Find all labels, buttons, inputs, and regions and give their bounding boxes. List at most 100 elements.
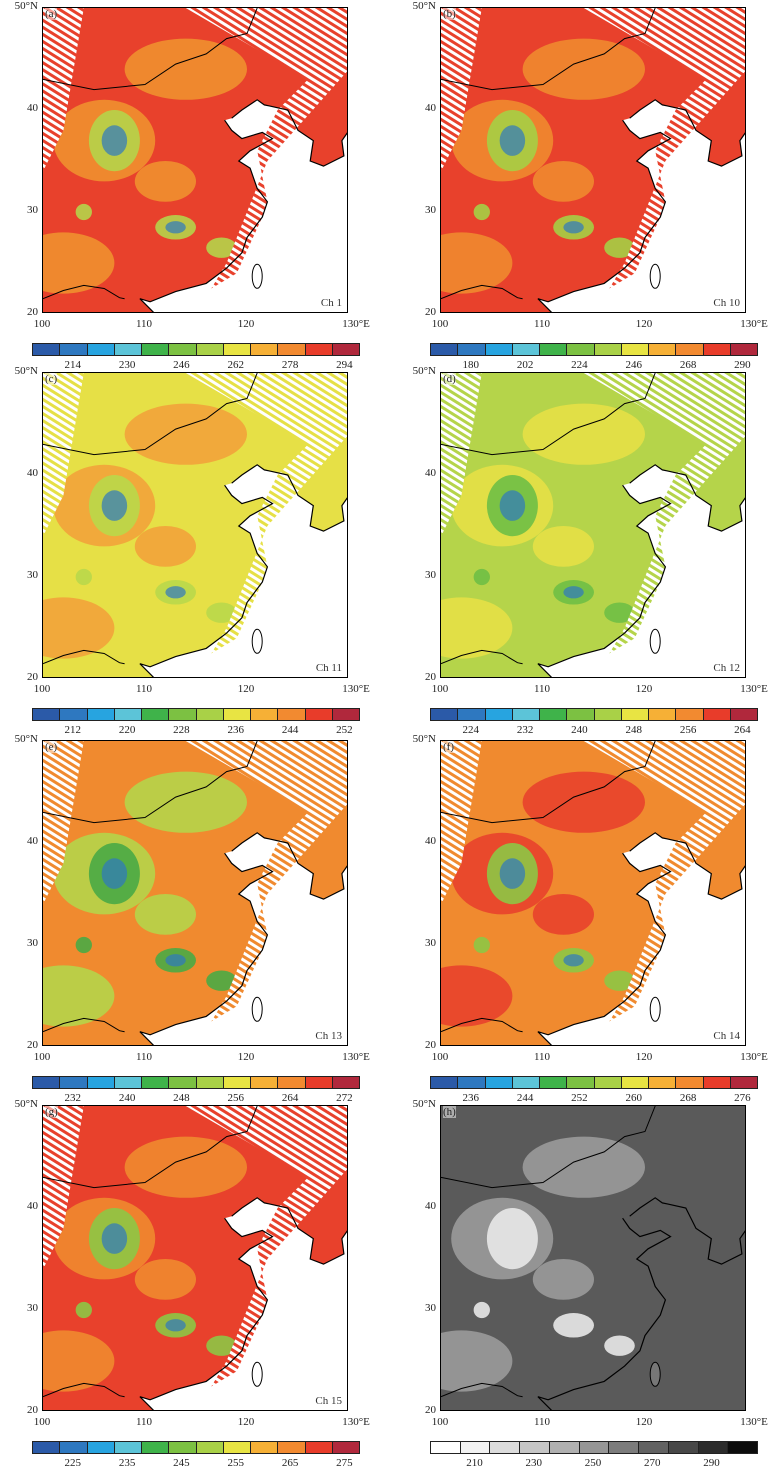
- lon-tick-label: 110: [135, 1051, 153, 1063]
- colorbar-label: 202: [516, 359, 534, 371]
- map-plot: [440, 7, 746, 313]
- lon-tick-label: 130°E: [342, 683, 370, 695]
- field-region: [206, 970, 237, 991]
- lat-tick-label: 50°N: [14, 0, 38, 12]
- colorbar-label: 244: [281, 724, 299, 736]
- colorbar-swatch: [540, 1077, 568, 1088]
- ocean-area: [139, 1197, 347, 1410]
- map-panel-6: (f) Ch 14: [440, 740, 746, 1046]
- colorbar-label: 240: [571, 724, 588, 736]
- colorbar-label: 278: [281, 359, 299, 371]
- map-panel-3: (c) Ch 11: [42, 372, 348, 678]
- colorbar-label: 230: [525, 1457, 542, 1469]
- field-region: [604, 1335, 635, 1356]
- field-region: [522, 771, 645, 833]
- cold-cloud-region: [499, 125, 526, 156]
- map-plot: [42, 372, 348, 678]
- colorbar-label: 214: [64, 359, 82, 371]
- colorbar-swatch: [142, 709, 170, 720]
- colorbar-label: 232: [64, 1092, 82, 1104]
- colorbar-swatch: [431, 1077, 459, 1088]
- border-line-south: [43, 1382, 125, 1398]
- colorbar-swatch: [60, 1442, 88, 1453]
- colorbar-label: 228: [173, 724, 190, 736]
- colorbar-label: 268: [679, 1092, 697, 1104]
- lon-tick-label: 110: [533, 1051, 551, 1063]
- cold-cloud-region: [101, 490, 128, 521]
- colorbar-label: 265: [281, 1457, 299, 1469]
- swath-stripes-left: [43, 1106, 84, 1270]
- colorbar-label: 224: [462, 724, 480, 736]
- field-region: [134, 894, 196, 935]
- panel-label: (h): [443, 1106, 456, 1118]
- colorbar-label: 270: [644, 1457, 661, 1469]
- colorbar-swatch: [460, 1442, 491, 1453]
- taiwan-outline: [649, 628, 661, 654]
- colorbar-swatch: [33, 344, 61, 355]
- colorbar-swatch: [485, 344, 513, 355]
- field-region: [75, 936, 92, 954]
- field-region: [43, 1330, 115, 1392]
- field-region: [604, 970, 635, 991]
- swath-stripes: [185, 1106, 347, 1387]
- colorbar-swatch: [431, 709, 459, 720]
- lon-tick-label: 110: [135, 318, 153, 330]
- swath-stripes-left: [43, 741, 84, 905]
- ocean-area: [139, 832, 347, 1045]
- field-region: [75, 203, 92, 221]
- field-region: [473, 203, 490, 221]
- map-panel-4: (d) Ch 12: [440, 372, 746, 678]
- lon-tick-label: 130°E: [342, 1416, 370, 1428]
- field-region: [134, 526, 196, 567]
- map-panel-5: (e) Ch 13: [42, 740, 348, 1046]
- lat-tick-label: 30: [425, 204, 436, 216]
- colorbar-swatch: [223, 1442, 251, 1453]
- swath-stripes: [185, 741, 347, 1022]
- map-panel-2: (b) Ch 10: [440, 7, 746, 313]
- field-region: [473, 568, 490, 586]
- border-line-south: [43, 284, 125, 300]
- cold-cloud-region: [499, 858, 526, 889]
- map-plot: [42, 740, 348, 1046]
- lat-tick-label: 50°N: [14, 365, 38, 377]
- field-region: [604, 237, 635, 258]
- lat-tick-label: 20: [425, 1404, 436, 1416]
- lat-tick-label: 30: [27, 569, 38, 581]
- map-panel-7: (g) Ch 15: [42, 1105, 348, 1411]
- colorbar-swatch: [567, 709, 595, 720]
- colorbar-label: 248: [625, 724, 643, 736]
- colorbar-swatch: [114, 344, 142, 355]
- colorbar-swatch: [33, 709, 61, 720]
- cold-cloud-region: [165, 221, 186, 234]
- colorbar-swatch: [431, 1442, 461, 1453]
- field-region: [532, 894, 594, 935]
- colorbar-swatch: [251, 709, 279, 720]
- colorbar-swatch: [698, 1442, 729, 1453]
- panel-label: (c): [45, 373, 58, 385]
- taiwan-outline: [251, 996, 263, 1022]
- colorbar-swatch: [609, 1442, 640, 1453]
- border-line: [43, 741, 258, 824]
- colorbar-label: 290: [703, 1457, 720, 1469]
- colorbar-swatch: [676, 344, 704, 355]
- swath-stripes-left: [441, 741, 482, 905]
- colorbar-swatch: [114, 1077, 142, 1088]
- lat-tick-label: 40: [27, 467, 38, 479]
- border-line-south: [43, 1017, 125, 1033]
- colorbar-swatch: [579, 1442, 610, 1453]
- colorbar-swatch: [649, 344, 677, 355]
- ocean-area: [139, 464, 347, 677]
- coastline: [537, 1197, 745, 1410]
- colorbar-swatch: [278, 1442, 306, 1453]
- field-region: [604, 602, 635, 623]
- colorbar-swatch: [60, 344, 88, 355]
- field-region: [522, 403, 645, 465]
- lat-tick-label: 30: [27, 1302, 38, 1314]
- lon-tick-label: 100: [33, 1051, 51, 1063]
- lat-tick-label: 30: [425, 1302, 436, 1314]
- lat-tick-label: 40: [27, 1200, 38, 1212]
- ocean-area: [537, 1197, 745, 1410]
- colorbar-swatch: [196, 344, 224, 355]
- colorbar-swatch: [332, 1442, 359, 1453]
- colorbar-label: 252: [336, 724, 353, 736]
